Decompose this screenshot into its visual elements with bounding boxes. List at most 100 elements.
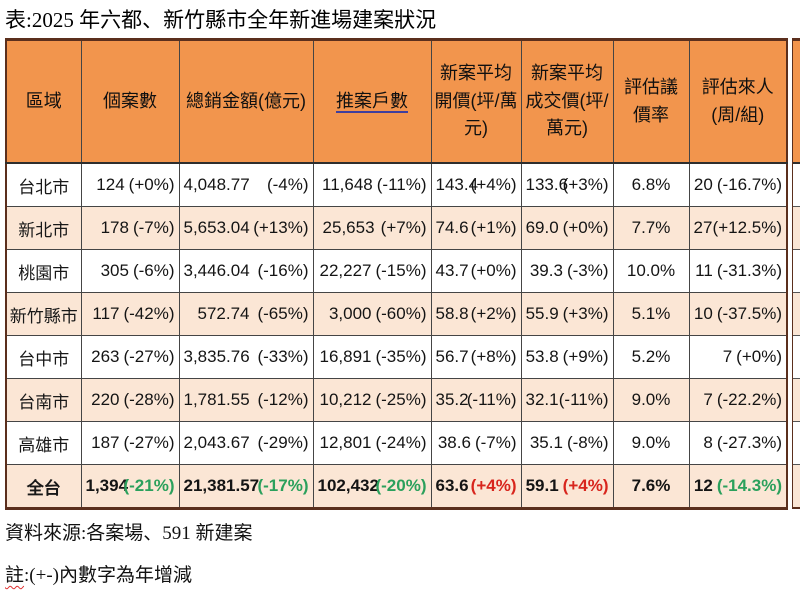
cell-yoy-change: (-8%): [566, 433, 609, 452]
cell-yoy-change: (-7%): [474, 433, 517, 452]
cell-value: 133.6: [525, 175, 569, 194]
cell-value: 5,653.04: [183, 218, 250, 237]
cell-value: 11,648: [322, 175, 373, 194]
value-cell: 178 (-7%): [80, 206, 180, 250]
cell-yoy-change: (+2%): [470, 304, 517, 323]
cell-yoy-change: (-24%): [375, 433, 427, 452]
cell-value: 35.2: [435, 390, 469, 409]
cell-value: 178: [100, 218, 129, 237]
cell-yoy-change: (+9%): [562, 347, 609, 366]
cell-value: 9.0%: [631, 390, 671, 409]
cell-yoy-change: (-31.3%): [716, 261, 782, 280]
cell-value: 11: [695, 261, 713, 280]
value-cell: 7 (-22.2%): [688, 378, 788, 422]
value-cell: 5,653.04 (+13%): [178, 206, 314, 250]
cell-value: 69.0: [525, 218, 559, 237]
cell-yoy-change: (-35%): [375, 347, 427, 366]
cell-value: 220: [91, 390, 120, 409]
value-cell: 39.3 (-3%): [520, 249, 614, 293]
region-cell: 桃園市: [5, 249, 82, 293]
header-cell-deal-price: 新案平均成交價(坪/萬元): [520, 39, 614, 164]
cell-value: 16,891: [319, 347, 372, 366]
value-cell: 3,446.04 (-16%): [178, 249, 314, 293]
cell-value: 6.8%: [631, 175, 671, 194]
cell-yoy-change: (-15%): [375, 261, 427, 280]
value-cell: 117 (-42%): [80, 292, 180, 336]
header-cell-amount: 總銷金額(億元): [178, 39, 314, 164]
cell-yoy-change: (-42%): [123, 304, 175, 323]
value-cell: 1,394 (-21%): [80, 464, 180, 509]
cell-value: 10.0%: [626, 261, 676, 280]
region-cell: 新北市: [5, 206, 82, 250]
cell-value: 7: [722, 347, 733, 366]
cell-yoy-change: (-17%): [257, 476, 309, 495]
value-cell: 1,781.55 (-12%): [178, 378, 314, 422]
cell-value: 305: [100, 261, 129, 280]
cell-yoy-change: (+4%): [470, 476, 517, 495]
header-cell-units: 推案戶數: [312, 39, 432, 164]
cell-yoy-change: (-27%): [123, 433, 175, 452]
cell-yoy-change: (+4%): [470, 175, 517, 194]
value-cell: 32.1 (-11%): [520, 378, 614, 422]
cell-yoy-change: (-27.3%): [716, 433, 782, 452]
value-cell: 12,801 (-24%): [312, 421, 432, 465]
table-row: 台中市 263 (-27%) 3,835.76 (-33%) 16,891 (-35%) 56…: [5, 335, 788, 379]
source-note: 資料來源:各案場、591 新建案: [5, 523, 253, 544]
value-cell: 55.9 (+3%): [520, 292, 614, 336]
value-cell: 10 (-37.5%): [688, 292, 788, 336]
strip-segment: [793, 250, 800, 293]
cell-value: 7.6%: [631, 476, 671, 495]
yoy-note: 註:(+-)內數字為年增減: [5, 560, 192, 587]
cell-value: 7.7%: [631, 218, 671, 237]
cell-value: 8: [703, 433, 713, 452]
table-row: 高雄市 187 (-27%) 2,043.67 (-29%) 12,801 (-24%) 38…: [5, 421, 788, 465]
cell-yoy-change: (+8%): [470, 347, 517, 366]
table-row: 新北市 178 (-7%) 5,653.04 (+13%) 25,653 (+7%) 74.6…: [5, 206, 788, 250]
strip-segment: [793, 164, 800, 207]
cell-value: 187: [91, 433, 120, 452]
cell-value: 59.1: [525, 476, 559, 495]
cell-value: 38.6: [437, 433, 471, 452]
value-cell: 3,000 (-60%): [312, 292, 432, 336]
cell-yoy-change: (-11%): [466, 390, 517, 409]
strip-segment: [793, 465, 800, 507]
cell-value: 56.7: [435, 347, 469, 366]
value-cell: 5.2%: [612, 335, 690, 379]
cell-value: 1,394: [85, 476, 129, 495]
region-cell: 新竹縣市: [5, 292, 82, 336]
cell-yoy-change: (+12.5%): [712, 218, 782, 237]
cropped-column-strip: [792, 38, 800, 509]
table-body: 台北市 124 (+0%) 4,048.77 (-4%) 11,648 (-11%) 143.…: [5, 162, 788, 509]
cell-yoy-change: (-16.7%): [716, 175, 782, 194]
cell-value: 21,381.57: [183, 476, 260, 495]
cell-yoy-change: (+13%): [253, 218, 309, 237]
cell-yoy-change: (+0%): [128, 175, 175, 194]
value-cell: 16,891 (-35%): [312, 335, 432, 379]
cell-value: 7: [703, 390, 713, 409]
value-cell: 143.4 (+4%): [430, 162, 522, 207]
cell-value: 12: [693, 476, 713, 495]
value-cell: 35.2 (-11%): [430, 378, 522, 422]
value-cell: 10.0%: [612, 249, 690, 293]
value-cell: 74.6 (+1%): [430, 206, 522, 250]
cell-value: 5.1%: [631, 304, 671, 323]
value-cell: 8 (-27.3%): [688, 421, 788, 465]
cell-yoy-change: (-29%): [257, 433, 309, 452]
cell-yoy-change: (-16%): [257, 261, 309, 280]
value-cell: 11,648 (-11%): [312, 162, 432, 207]
header-cell-region: 區域: [5, 39, 82, 164]
strip-segment: [793, 207, 800, 250]
value-cell: 58.8 (+2%): [430, 292, 522, 336]
cell-value: 63.6: [435, 476, 469, 495]
header-cell-visitors: 評估來人(周/組): [688, 39, 788, 164]
value-cell: 2,043.67 (-29%): [178, 421, 314, 465]
value-cell: 102,432 (-20%): [312, 464, 432, 509]
yoy-note-body: :(+-)內數字為年增減: [24, 565, 192, 586]
cell-value: 74.6: [435, 218, 469, 237]
value-cell: 4,048.77 (-4%): [178, 162, 314, 207]
cell-value: 3,446.04: [183, 261, 250, 280]
cell-yoy-change: (-33%): [257, 347, 309, 366]
header-cell-open-price: 新案平均開價(坪/萬元): [430, 39, 522, 164]
cell-value: 3,000: [328, 304, 372, 323]
cell-value: 572.74: [197, 304, 250, 323]
